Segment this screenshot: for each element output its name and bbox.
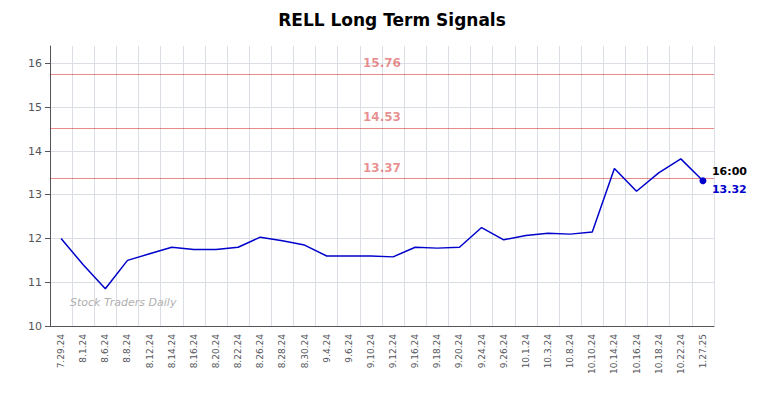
svg-text:9.6.24: 9.6.24 (344, 334, 354, 363)
svg-text:8.20.24: 8.20.24 (211, 334, 221, 369)
svg-text:15.76: 15.76 (363, 56, 401, 70)
svg-text:8.26.24: 8.26.24 (255, 334, 265, 369)
svg-text:10.16.24: 10.16.24 (632, 334, 642, 374)
svg-text:9.18.24: 9.18.24 (432, 334, 442, 369)
svg-text:8.12.24: 8.12.24 (145, 334, 155, 369)
svg-text:10.22.24: 10.22.24 (676, 334, 686, 374)
svg-text:10.8.24: 10.8.24 (565, 334, 575, 369)
svg-text:Stock Traders Daily: Stock Traders Daily (70, 296, 177, 309)
svg-text:13.32: 13.32 (712, 183, 747, 196)
svg-text:10: 10 (28, 320, 42, 333)
svg-text:9.4.24: 9.4.24 (322, 334, 332, 363)
svg-text:8.22.24: 8.22.24 (233, 334, 243, 369)
svg-text:14.53: 14.53 (363, 110, 401, 124)
svg-text:8.30.24: 8.30.24 (300, 334, 310, 369)
svg-text:9.24.24: 9.24.24 (477, 334, 487, 369)
svg-text:10.10.24: 10.10.24 (587, 334, 597, 374)
svg-text:8.6.24: 8.6.24 (100, 334, 110, 363)
svg-text:10.3.24: 10.3.24 (543, 334, 553, 369)
svg-text:8.16.24: 8.16.24 (189, 334, 199, 369)
svg-text:10.1.24: 10.1.24 (521, 334, 531, 369)
svg-text:13.37: 13.37 (363, 161, 401, 175)
svg-text:1.27.25: 1.27.25 (698, 334, 708, 368)
svg-text:7.29.24: 7.29.24 (56, 334, 66, 369)
svg-text:9.20.24: 9.20.24 (454, 334, 464, 369)
svg-text:8.1.24: 8.1.24 (78, 334, 88, 363)
svg-text:14: 14 (28, 145, 42, 158)
svg-text:9.26.24: 9.26.24 (499, 334, 509, 369)
svg-text:8.14.24: 8.14.24 (167, 334, 177, 369)
svg-text:12: 12 (28, 232, 42, 245)
svg-text:10.14.24: 10.14.24 (609, 334, 619, 374)
svg-text:9.16.24: 9.16.24 (410, 334, 420, 369)
svg-text:15: 15 (28, 101, 42, 114)
svg-text:10.18.24: 10.18.24 (654, 334, 664, 374)
svg-text:9.10.24: 9.10.24 (366, 334, 376, 369)
svg-text:8.28.24: 8.28.24 (277, 334, 287, 369)
svg-text:9.12.24: 9.12.24 (388, 334, 398, 369)
svg-text:RELL Long Term Signals: RELL Long Term Signals (278, 10, 506, 30)
svg-text:16: 16 (28, 57, 42, 70)
svg-text:16:00: 16:00 (712, 165, 747, 178)
svg-text:11: 11 (28, 276, 42, 289)
svg-text:13: 13 (28, 188, 42, 201)
svg-text:8.8.24: 8.8.24 (122, 334, 132, 363)
